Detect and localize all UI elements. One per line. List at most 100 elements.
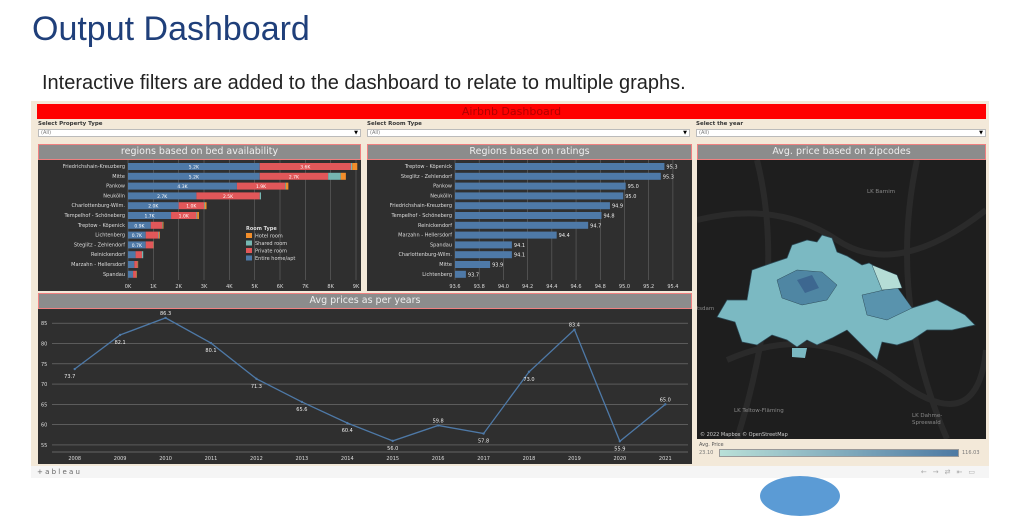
bar-segment xyxy=(136,251,142,258)
year-dropdown[interactable]: (All)▼ xyxy=(696,129,986,137)
data-label: 80.1 xyxy=(205,348,216,354)
x-tick-label: 95.2 xyxy=(643,284,654,290)
x-tick-label: 93.8 xyxy=(474,284,485,290)
category-label: Friedrichshain-Kreuzberg xyxy=(390,203,452,209)
toolbar-nav: ←→⇄⇤▭ xyxy=(921,466,981,478)
property-type-dropdown[interactable]: (All)▼ xyxy=(38,129,361,137)
dropdown-value: (All) xyxy=(370,130,380,136)
data-point xyxy=(255,378,257,380)
bar-segment xyxy=(286,183,289,190)
category-label: Steglitz - Zehlendorf xyxy=(401,174,452,180)
category-label: Charlottenburg-Wilm. xyxy=(71,203,125,209)
reset-icon[interactable]: ⇤ xyxy=(957,468,969,476)
x-tick-label: 4K xyxy=(226,284,233,290)
data-label: 57.8 xyxy=(478,439,489,445)
x-tick-label: 2018 xyxy=(523,456,536,462)
dropdown-value: (All) xyxy=(699,130,709,136)
data-point xyxy=(301,401,303,403)
category-label: Lichtenberg xyxy=(422,272,452,278)
panel-title: Avg. price based on zipcodes xyxy=(697,144,986,160)
filter-year: Select the year (All)▼ xyxy=(696,121,986,137)
data-point xyxy=(619,440,621,442)
x-tick-label: 7K xyxy=(302,284,309,290)
bar xyxy=(455,183,626,190)
bar-segment xyxy=(204,202,205,209)
bar-segment xyxy=(328,173,341,180)
data-label: 59.8 xyxy=(433,418,444,424)
category-label: Treptow - Köpenick xyxy=(77,223,125,229)
slide-subtitle: Interactive filters are added to the das… xyxy=(42,72,686,95)
bar-segment xyxy=(163,222,164,229)
map-label: LK Dahme- xyxy=(912,413,942,419)
bar-segment xyxy=(162,222,163,229)
category-label: Spandau xyxy=(430,242,452,248)
data-label: 73.7 xyxy=(64,374,75,380)
bar-segment xyxy=(151,222,162,229)
category-label: Mitte xyxy=(112,174,125,180)
bar-segment xyxy=(128,271,133,278)
x-tick-label: 3K xyxy=(201,284,208,290)
bar xyxy=(455,261,490,268)
y-tick-label: 60 xyxy=(41,423,47,429)
data-label: 3.6K xyxy=(300,165,311,171)
x-tick-label: 6K xyxy=(277,284,284,290)
bar-segment xyxy=(158,232,159,239)
category-label: Tempelhof - Schöneberg xyxy=(390,213,452,219)
category-label: Reinickendorf xyxy=(91,252,125,258)
y-tick-label: 55 xyxy=(41,443,47,449)
y-tick-label: 85 xyxy=(41,321,47,327)
data-label: 1.7K xyxy=(144,214,155,220)
data-point xyxy=(346,422,348,424)
data-point xyxy=(664,403,666,405)
category-label: Charlottenburg-Wilm. xyxy=(398,252,452,258)
data-label: 5.2K xyxy=(189,165,200,171)
legend-swatch xyxy=(246,256,252,261)
legend-label: Private room xyxy=(255,249,287,255)
tableau-footer: + a b l e a u ←→⇄⇤▭ xyxy=(31,466,989,478)
chevron-down-icon: ▼ xyxy=(683,130,687,136)
bar-segment xyxy=(197,212,199,219)
data-label: 95.0 xyxy=(628,184,639,190)
x-tick-label: 95.4 xyxy=(667,284,678,290)
category-label: Treptow - Köpenick xyxy=(404,164,452,170)
y-tick-label: 80 xyxy=(41,341,47,347)
room-type-dropdown[interactable]: (All) ▼ xyxy=(367,129,690,137)
x-tick-label: 2019 xyxy=(568,456,581,462)
bar-segment xyxy=(128,251,136,258)
x-tick-label: 94.0 xyxy=(498,284,509,290)
map-label: tsdam xyxy=(697,306,714,312)
bar-segment xyxy=(136,271,137,278)
category-label: Marzahn - Hellersdorf xyxy=(398,233,452,239)
legend-max: 116.03 xyxy=(962,450,980,456)
legend-swatch xyxy=(246,241,252,246)
data-label: 95.0 xyxy=(625,194,636,200)
zipcode-map-panel: Avg. price based on zipcodes LK Barnim t… xyxy=(697,144,986,464)
bar-segment xyxy=(351,163,352,170)
forward-icon[interactable]: → xyxy=(933,468,945,476)
data-label: 0.9K xyxy=(134,223,145,229)
x-tick-label: 94.2 xyxy=(522,284,533,290)
data-label: 4.3K xyxy=(177,184,188,190)
filter-label: Select Property Type xyxy=(38,121,361,127)
chevron-down-icon: ▼ xyxy=(354,130,358,136)
map-attribution: © 2022 Mapbox © OpenStreetMap xyxy=(700,431,788,438)
data-label: 95.3 xyxy=(666,165,677,171)
data-label: 1.0K xyxy=(179,214,190,220)
bar xyxy=(455,251,512,258)
data-label: 94.9 xyxy=(612,204,623,210)
data-label: 95.3 xyxy=(663,174,674,180)
zipcode-map[interactable]: LK Barnim tsdam LK Teltow-Fläming LK Dah… xyxy=(697,160,986,439)
fullscreen-icon[interactable]: ▭ xyxy=(968,468,981,476)
bar-segment xyxy=(196,212,197,219)
category-label: Tempelhof - Schöneberg xyxy=(63,213,125,219)
legend-label: Hotel room xyxy=(255,234,283,240)
share-icon[interactable]: ⇄ xyxy=(945,468,957,476)
data-label: 65.0 xyxy=(660,397,671,403)
bar-segment xyxy=(285,183,286,190)
bar-segment xyxy=(341,173,346,180)
y-tick-label: 75 xyxy=(41,362,47,368)
bar xyxy=(455,202,610,209)
back-icon[interactable]: ← xyxy=(921,468,933,476)
